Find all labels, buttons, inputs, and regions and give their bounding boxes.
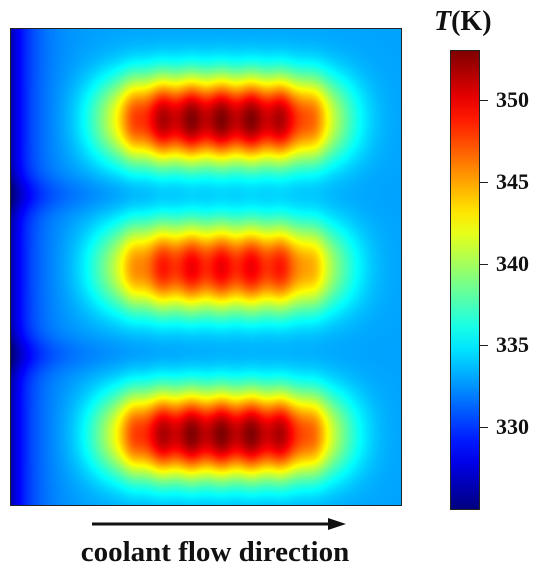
colorbar-title: T(K) [434, 6, 492, 38]
colorbar-tick [480, 100, 488, 102]
colorbar-tick-label: 340 [496, 250, 529, 276]
colorbar-tick-label: 350 [496, 87, 529, 113]
colorbar-tick [480, 181, 488, 183]
colorbar-gradient [451, 51, 479, 509]
temperature-heatmap [11, 29, 401, 505]
heatmap-raster [11, 29, 401, 505]
flow-direction-arrow [92, 518, 346, 530]
colorbar-tick [480, 345, 488, 347]
colorbar-title-unit: (K) [451, 6, 492, 37]
colorbar-tick-label: 335 [496, 332, 529, 358]
heatmap-plot-area [10, 28, 402, 506]
colorbar-title-symbol: T [434, 6, 452, 37]
colorbar [450, 50, 480, 510]
colorbar-tick-label: 345 [496, 168, 529, 194]
colorbar-tick [480, 263, 488, 265]
colorbar-tick-label: 330 [496, 414, 529, 440]
x-axis-label: coolant flow direction [80, 536, 350, 568]
arrow-head [328, 518, 346, 530]
colorbar-tick [480, 427, 488, 429]
